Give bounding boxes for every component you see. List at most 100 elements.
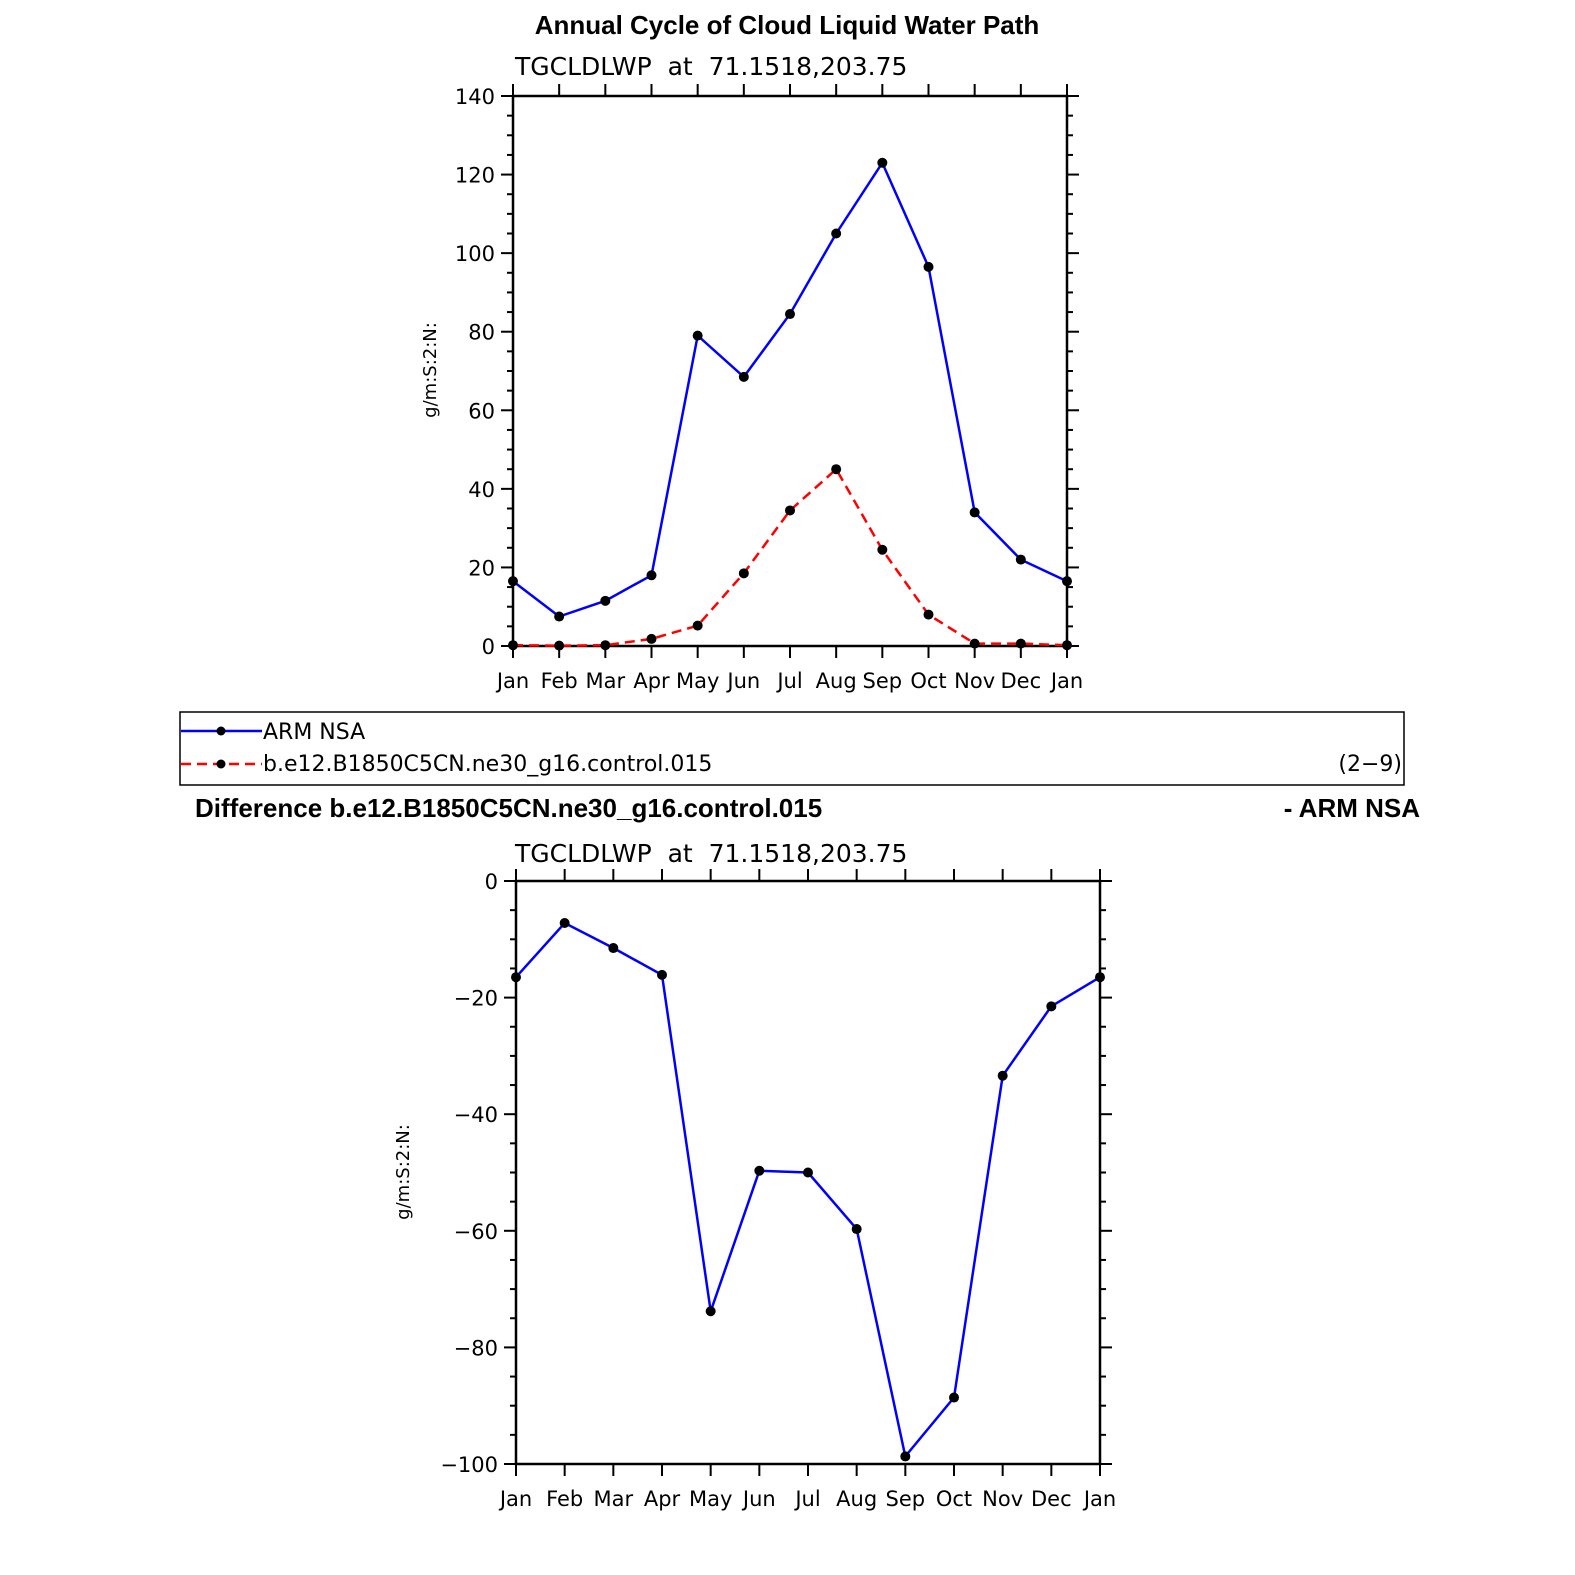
series-point-0 bbox=[923, 261, 934, 272]
x-tick-label: May bbox=[676, 669, 719, 693]
series-point-1 bbox=[508, 640, 518, 651]
y-tick-label: 100 bbox=[455, 242, 495, 266]
series-point-1 bbox=[969, 638, 980, 649]
x-tick-label: Jun bbox=[725, 669, 760, 693]
x-tick-label: Mar bbox=[586, 669, 626, 693]
series-point-0 bbox=[949, 1392, 959, 1403]
y-tick-label: 40 bbox=[468, 478, 495, 502]
y-tick-label: 80 bbox=[468, 321, 495, 345]
legend-marker-model bbox=[216, 759, 226, 769]
y-tick-label: −20 bbox=[454, 987, 498, 1011]
y-tick-label: 0 bbox=[482, 635, 495, 659]
series-point-1 bbox=[877, 544, 888, 555]
x-tick-label: Aug bbox=[816, 669, 857, 693]
y-tick-label: 20 bbox=[468, 556, 495, 580]
difference-title: Difference b.e12.B1850C5CN.ne30_g16.cont… bbox=[195, 793, 822, 823]
series-point-0 bbox=[785, 309, 795, 320]
x-tick-label: Nov bbox=[982, 1487, 1023, 1511]
series-line-0 bbox=[512, 160, 1068, 618]
series-point-1 bbox=[923, 609, 934, 620]
x-tick-label: Apr bbox=[633, 669, 670, 693]
x-tick-label: Jan bbox=[1049, 669, 1083, 693]
series-point-0 bbox=[1015, 554, 1026, 565]
y-tick-label: 0 bbox=[485, 870, 498, 894]
x-tick-label: Feb bbox=[546, 1487, 583, 1511]
x-tick-label: Oct bbox=[910, 669, 946, 693]
series-point-0 bbox=[1062, 576, 1072, 587]
x-tick-label: Jul bbox=[793, 1487, 820, 1511]
series-point-0 bbox=[738, 371, 749, 382]
series-point-0 bbox=[600, 595, 611, 606]
x-tick-label: Feb bbox=[541, 669, 578, 693]
series-point-0 bbox=[851, 1224, 862, 1235]
legend-marker-arm bbox=[216, 726, 226, 736]
main-title: Annual Cycle of Cloud Liquid Water Path bbox=[535, 10, 1040, 40]
y-tick-label: 120 bbox=[455, 164, 495, 188]
x-tick-label: Jun bbox=[741, 1487, 776, 1511]
series-point-0 bbox=[559, 917, 570, 928]
series-point-0 bbox=[969, 507, 980, 518]
x-tick-label: Nov bbox=[954, 669, 995, 693]
y-tick-label: 140 bbox=[455, 85, 495, 109]
x-tick-label: Dec bbox=[1031, 1487, 1072, 1511]
series-point-0 bbox=[1046, 1001, 1057, 1012]
legend-box bbox=[179, 711, 1405, 786]
x-tick-label: Jan bbox=[495, 669, 529, 693]
series-point-0 bbox=[997, 1070, 1008, 1081]
bottom-y-axis-label: g/m:S:2:N: bbox=[393, 1124, 414, 1220]
series-point-1 bbox=[738, 568, 749, 579]
series-point-0 bbox=[657, 969, 667, 980]
series-point-1 bbox=[785, 505, 795, 516]
x-tick-label: Dec bbox=[1001, 669, 1042, 693]
x-tick-label: Mar bbox=[594, 1487, 634, 1511]
x-tick-label: Oct bbox=[936, 1487, 972, 1511]
series-point-0 bbox=[900, 1451, 911, 1462]
series-point-1 bbox=[646, 633, 657, 644]
legend-label-model: b.e12.B1850C5CN.ne30_g16.control.015 bbox=[263, 752, 712, 777]
series-point-1 bbox=[554, 640, 565, 651]
series-point-0 bbox=[754, 1165, 765, 1176]
top-plot: 0 20 40 60 80 100 120 140 Jan Feb Mar Apr May Jun Jul A… bbox=[455, 84, 1083, 693]
x-tick-label: Sep bbox=[863, 669, 903, 693]
legend-label-arm: ARM NSA bbox=[263, 720, 365, 745]
legend-note: (2−9) bbox=[1338, 752, 1402, 777]
x-tick-label: May bbox=[689, 1487, 732, 1511]
x-tick-label: Sep bbox=[886, 1487, 926, 1511]
series-point-1 bbox=[1015, 638, 1026, 649]
x-tick-label: Jan bbox=[498, 1487, 532, 1511]
plot-frame bbox=[511, 94, 1069, 648]
series-point-0 bbox=[692, 330, 703, 341]
series-point-0 bbox=[511, 972, 521, 983]
series-point-0 bbox=[877, 157, 888, 168]
x-tick-label: Apr bbox=[644, 1487, 681, 1511]
series-point-1 bbox=[692, 620, 703, 631]
series-point-1 bbox=[1062, 640, 1072, 651]
y-tick-label: −60 bbox=[454, 1220, 498, 1244]
difference-title-right: - ARM NSA bbox=[1284, 793, 1420, 823]
series-point-1 bbox=[831, 464, 842, 475]
series-point-0 bbox=[608, 943, 619, 954]
series-point-1 bbox=[600, 640, 611, 651]
series-line-0 bbox=[515, 921, 1101, 1460]
legend: ARM NSA b.e12.B1850C5CN.ne30_g16.control… bbox=[179, 711, 1405, 786]
series-point-0 bbox=[1095, 972, 1105, 983]
x-tick-label: Jan bbox=[1082, 1487, 1116, 1511]
series-point-0 bbox=[831, 228, 842, 239]
series-line-1 bbox=[512, 467, 1068, 647]
series-point-0 bbox=[508, 576, 518, 587]
y-tick-label: −40 bbox=[454, 1103, 498, 1127]
series-point-0 bbox=[803, 1167, 813, 1178]
x-tick-label: Jul bbox=[775, 669, 802, 693]
y-tick-label: −100 bbox=[440, 1453, 498, 1477]
series-point-0 bbox=[646, 570, 657, 581]
y-tick-label: 60 bbox=[468, 399, 495, 423]
x-tick-label: Aug bbox=[836, 1487, 877, 1511]
top-subtitle: TGCLDLWP at 71.1518,203.75 bbox=[514, 52, 907, 81]
bottom-subtitle: TGCLDLWP at 71.1518,203.75 bbox=[514, 839, 907, 868]
series-point-0 bbox=[705, 1306, 716, 1317]
series-point-0 bbox=[554, 611, 565, 622]
top-y-axis-label: g/m:S:2:N: bbox=[420, 322, 441, 418]
y-tick-label: −80 bbox=[454, 1336, 498, 1360]
